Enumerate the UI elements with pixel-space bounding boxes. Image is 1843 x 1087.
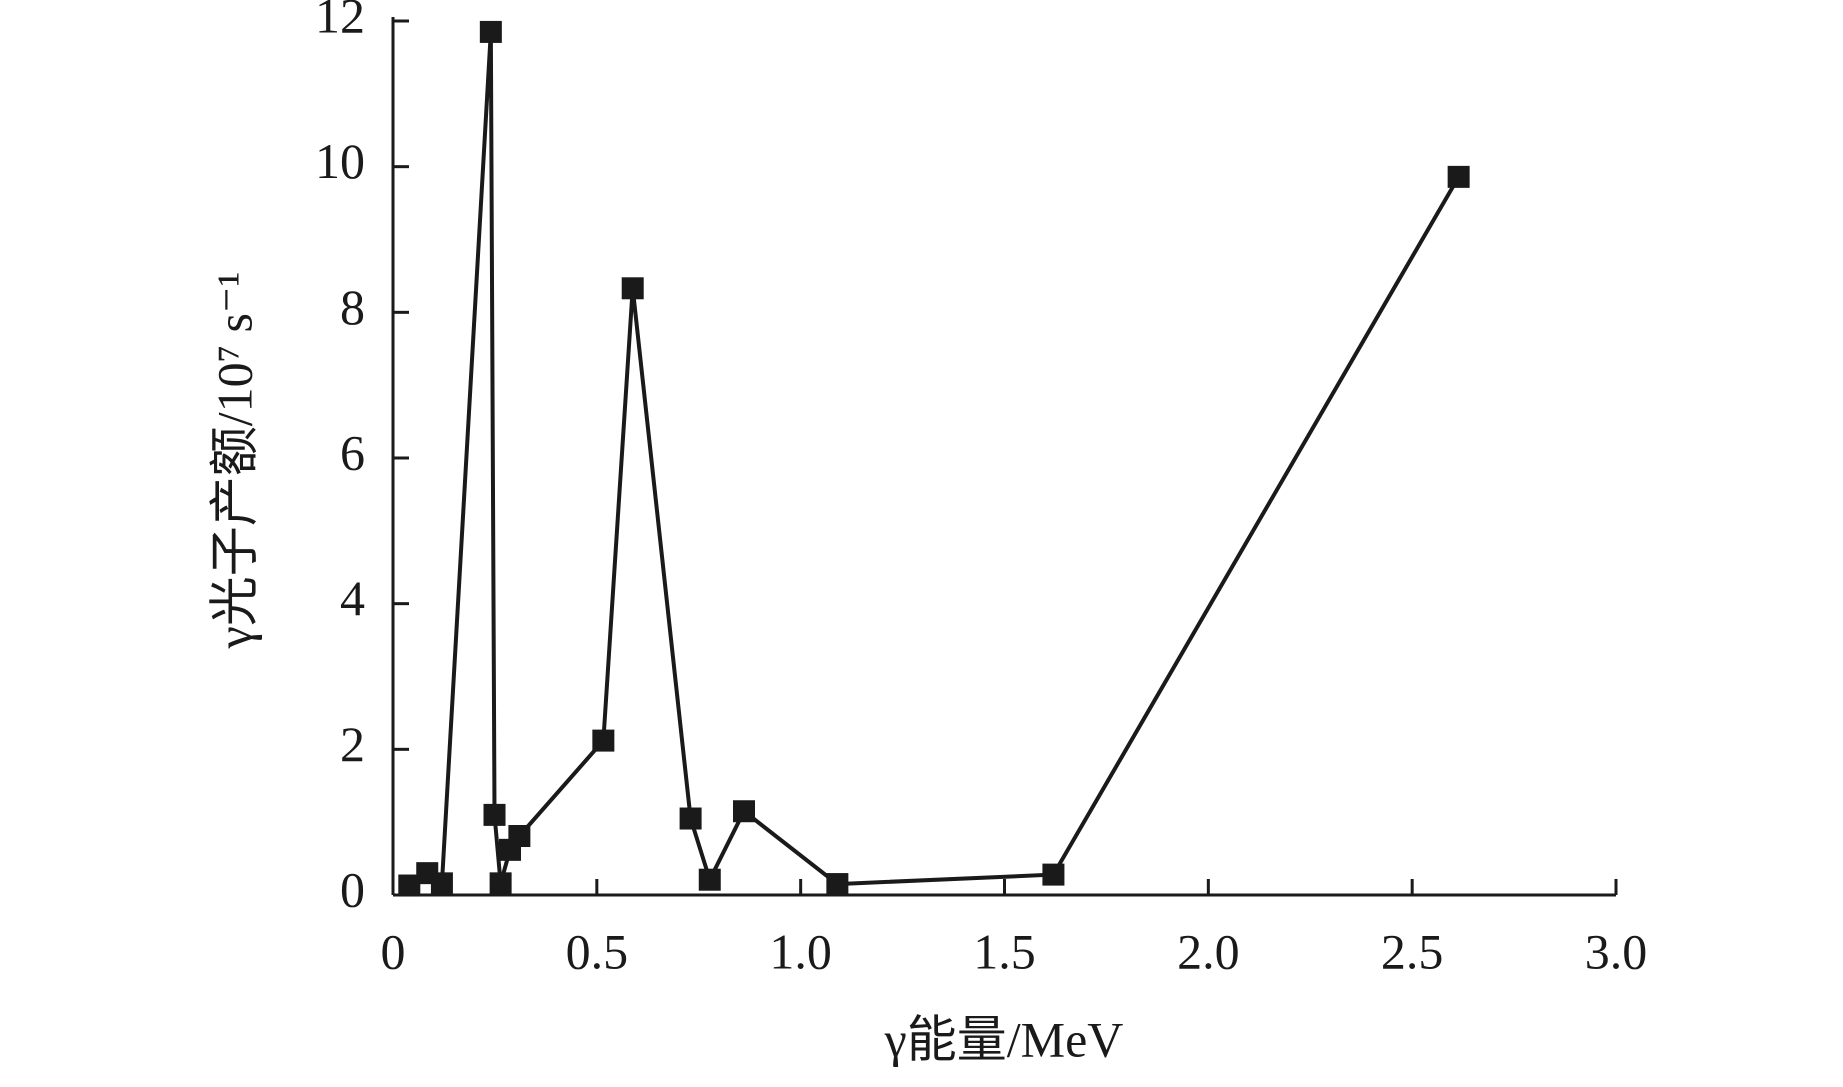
x-tick-label: 3.0 [1585,923,1648,979]
x-tick-label: 1.0 [769,923,832,979]
y-tick-label: 10 [315,133,365,189]
y-tick-label: 8 [340,279,365,335]
x-tick-label: 1.5 [973,923,1036,979]
marker [679,807,702,830]
marker [1447,165,1470,188]
marker [1042,863,1065,886]
marker [826,873,849,896]
marker [592,729,615,752]
series-line [408,31,1461,888]
x-axis-label: γ能量/MeV [884,1011,1124,1067]
marker [621,277,644,300]
y-tick-label: 0 [340,861,365,917]
marker [733,800,756,823]
x-tick-label: 2.0 [1177,923,1240,979]
y-tick-label: 4 [340,570,365,626]
marker [483,803,506,826]
marker [698,868,721,891]
x-tick-label: 0.5 [566,923,629,979]
marker [398,874,421,897]
marker [489,872,512,895]
x-tick-label: 0 [381,923,406,979]
y-tick-label: 12 [315,0,365,43]
y-tick-label: 2 [340,716,365,772]
marker [430,872,453,895]
y-axis-label: γ光子产额/10⁷ s⁻¹ [206,272,262,650]
marker [508,825,531,848]
marker [479,20,502,43]
y-tick-label: 6 [340,424,365,480]
x-tick-label: 2.5 [1381,923,1444,979]
